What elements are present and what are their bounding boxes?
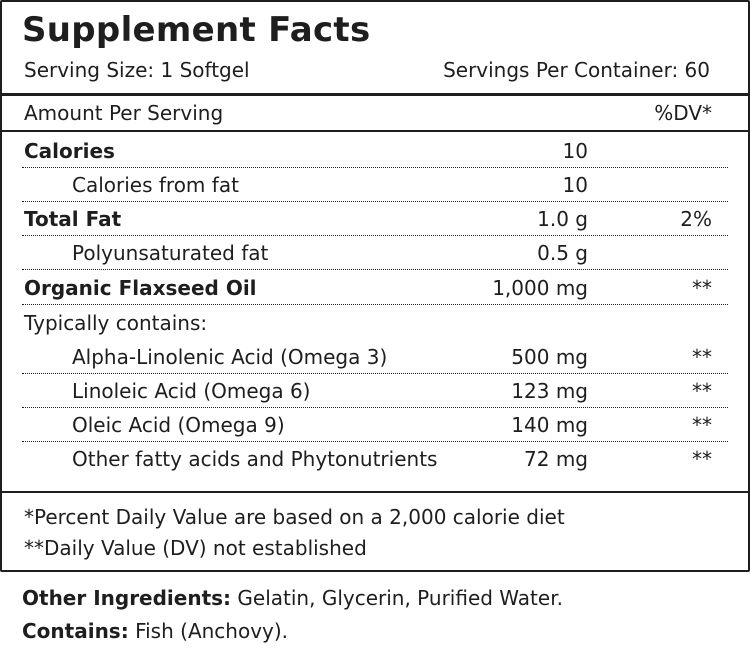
nutrient-amount: 1,000 mg — [492, 276, 588, 300]
nutrient-amount: 10 — [562, 173, 588, 197]
nutrient-row: Other fatty acids and Phytonutrients 72 m… — [2, 442, 748, 476]
nutrient-dv: ** — [692, 413, 712, 437]
nutrient-amount: 140 mg — [511, 413, 588, 437]
header-row: Amount Per Serving %DV* — [2, 96, 748, 130]
dotted-divider — [22, 407, 728, 408]
nutrient-amount: 123 mg — [511, 379, 588, 403]
nutrient-name: Linoleic Acid (Omega 6) — [72, 379, 311, 403]
nutrient-dv: ** — [692, 345, 712, 369]
dotted-divider — [22, 201, 728, 202]
nutrient-name: Typically contains: — [24, 311, 208, 335]
thick-divider — [2, 93, 748, 96]
dotted-divider — [22, 373, 728, 374]
nutrient-row: Calories 10 — [2, 134, 748, 168]
nutrient-row: Organic Flaxseed Oil 1,000 mg ** — [2, 271, 748, 305]
serving-size: Serving Size: 1 Softgel — [24, 58, 250, 82]
nutrient-row: Linoleic Acid (Omega 6) 123 mg ** — [2, 374, 748, 408]
nutrient-name: Calories — [24, 139, 115, 163]
nutrient-dv: ** — [692, 276, 712, 300]
supplement-facts-panel: Supplement Facts Serving Size: 1 Softgel… — [0, 0, 750, 572]
nutrient-name: Alpha-Linolenic Acid (Omega 3) — [72, 345, 388, 369]
servings-per-container: Servings Per Container: 60 — [443, 58, 710, 82]
nutrient-amount: 72 mg — [524, 447, 588, 471]
contains: Contains: Fish (Anchovy). — [22, 616, 288, 646]
nutrient-dv: ** — [692, 447, 712, 471]
nutrient-name: Organic Flaxseed Oil — [24, 276, 257, 300]
nutrient-row: Calories from fat 10 — [2, 168, 748, 202]
header-divider — [2, 130, 748, 132]
nutrient-amount: 1.0 g — [537, 207, 588, 231]
nutrient-amount: 0.5 g — [537, 241, 588, 265]
dotted-divider — [22, 269, 728, 270]
dotted-divider — [22, 304, 728, 305]
nutrient-name: Polyunsaturated fat — [72, 241, 269, 265]
contains-label: Contains: — [22, 619, 129, 643]
nutrient-name: Calories from fat — [72, 173, 239, 197]
nutrient-amount: 500 mg — [511, 345, 588, 369]
footnote-not-established: **Daily Value (DV) not established — [24, 536, 367, 560]
dv-header-label: %DV* — [654, 101, 712, 125]
nutrient-row: Typically contains: — [2, 306, 748, 340]
nutrient-amount: 10 — [562, 139, 588, 163]
nutrient-row: Total Fat 1.0 g 2% — [2, 202, 748, 236]
other-ingredients-label: Other Ingredients: — [22, 586, 232, 610]
nutrient-name: Other fatty acids and Phytonutrients — [72, 447, 438, 471]
dotted-divider — [22, 167, 728, 168]
footnote-divider — [2, 491, 748, 493]
nutrient-row: Polyunsaturated fat 0.5 g — [2, 236, 748, 270]
nutrient-dv: ** — [692, 379, 712, 403]
serving-info: Serving Size: 1 Softgel Servings Per Con… — [24, 56, 710, 84]
nutrient-name: Total Fat — [24, 207, 122, 231]
nutrient-dv: 2% — [680, 207, 712, 231]
contains-text: Fish (Anchovy). — [128, 619, 289, 643]
nutrient-name: Oleic Acid (Omega 9) — [72, 413, 285, 437]
dotted-divider — [22, 235, 728, 236]
amount-per-serving-label: Amount Per Serving — [24, 101, 224, 125]
dotted-divider — [22, 441, 728, 442]
footnote-dv: *Percent Daily Value are based on a 2,00… — [24, 505, 565, 529]
other-ingredients-text: Gelatin, Glycerin, Purified Water. — [231, 586, 563, 610]
other-ingredients: Other Ingredients: Gelatin, Glycerin, Pu… — [22, 583, 563, 613]
nutrient-row: Alpha-Linolenic Acid (Omega 3) 500 mg ** — [2, 340, 748, 374]
nutrient-row: Oleic Acid (Omega 9) 140 mg ** — [2, 408, 748, 442]
panel-title: Supplement Facts — [22, 10, 371, 50]
